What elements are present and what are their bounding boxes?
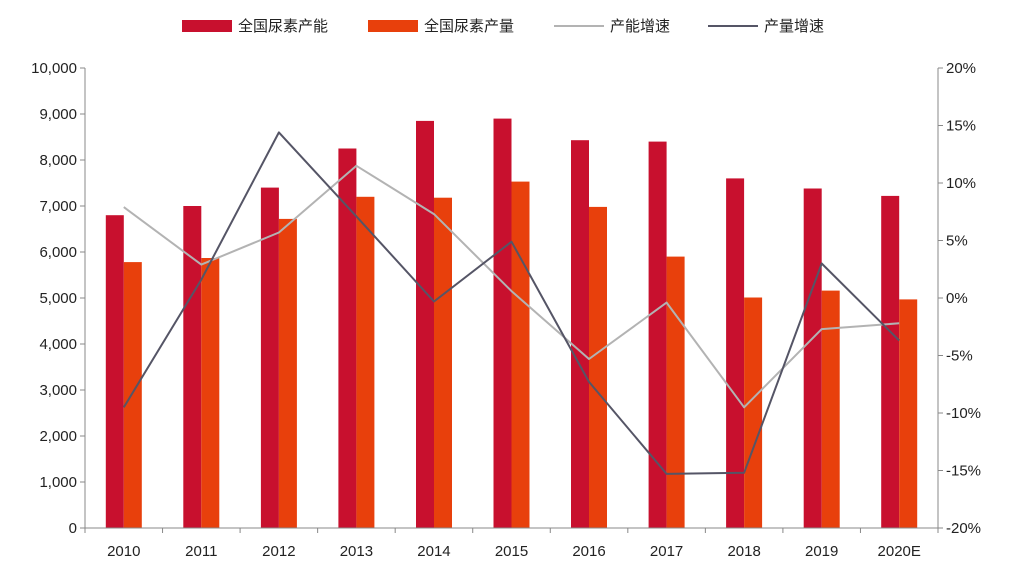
left-tick-label: 1,000 <box>39 474 77 491</box>
right-tick-label: 5% <box>946 233 968 250</box>
bar-output-2016 <box>589 206 607 528</box>
bar-output-2010 <box>123 262 142 528</box>
bar-output-2012 <box>278 218 297 528</box>
x-tick-label: 2017 <box>650 543 683 560</box>
x-tick-label: 2015 <box>495 543 528 560</box>
output-growth-line <box>122 131 900 475</box>
legend-swatch-1 <box>368 20 418 32</box>
bar-capacity-2016 <box>571 140 589 528</box>
bar-capacity-2019 <box>803 188 822 528</box>
x-tick-label: 2013 <box>340 543 373 560</box>
left-tick-label: 6,000 <box>39 244 77 261</box>
x-tick-label: 2010 <box>107 543 140 560</box>
right-tick-label: -10% <box>946 405 981 422</box>
left-tick-label: 5,000 <box>39 290 77 307</box>
right-tick-label: 0% <box>946 290 968 307</box>
bar-capacity-2010 <box>105 215 124 528</box>
left-tick-label: 2,000 <box>39 428 77 445</box>
x-tick-label: 2019 <box>805 543 838 560</box>
x-tick-label: 2014 <box>417 543 450 560</box>
legend-label-1: 全国尿素产量 <box>424 17 514 35</box>
bar-capacity-2012 <box>260 187 279 528</box>
x-tick-label: 2020E <box>878 543 921 560</box>
right-tick-label: -15% <box>946 463 981 480</box>
right-tick-label: -20% <box>946 520 981 537</box>
left-tick-label: 0 <box>69 520 77 537</box>
left-tick-label: 10,000 <box>31 60 77 77</box>
bar-capacity-2017 <box>648 141 667 528</box>
left-tick-label: 3,000 <box>39 382 77 399</box>
bar-capacity-2014 <box>416 120 434 529</box>
bar-output-2019 <box>821 290 840 528</box>
capacity-growth-line <box>123 164 900 409</box>
legend: 全国尿素产能 全国尿素产量 产能增速 产量增速 <box>182 17 824 35</box>
right-tick-label: -5% <box>946 348 973 365</box>
x-tick-label: 2012 <box>262 543 295 560</box>
legend-label-2: 产能增速 <box>610 17 670 35</box>
bar-output-2015 <box>511 181 530 528</box>
legend-label-0: 全国尿素产能 <box>238 17 328 35</box>
x-tick-label: 2018 <box>727 543 760 560</box>
left-tick-label: 4,000 <box>39 336 77 353</box>
left-tick-label: 9,000 <box>39 106 77 123</box>
bar-capacity-2018 <box>726 178 745 528</box>
axes: 0 1,000 2,000 3,000 4,000 5,000 6,000 7,000 8,00… <box>31 60 981 560</box>
right-tick-label: 20% <box>946 60 976 77</box>
right-tick-label: 15% <box>946 118 976 135</box>
x-tick-label: 2016 <box>572 543 605 560</box>
bar-output-2013 <box>356 196 375 529</box>
bar-capacity-2013 <box>338 148 357 528</box>
bar-capacity-2015 <box>493 118 512 528</box>
legend-swatch-0 <box>182 20 232 32</box>
right-tick-label: 10% <box>946 175 976 192</box>
bar-output-2014 <box>434 197 452 528</box>
bar-capacity-2020E <box>881 195 900 528</box>
bar-output-2017 <box>666 256 685 528</box>
bar-output-2018 <box>744 297 763 528</box>
bar-output-2011 <box>201 258 220 528</box>
x-tick-label: 2011 <box>185 543 217 560</box>
left-tick-label: 8,000 <box>39 152 77 169</box>
bar-output-2020E <box>899 299 918 528</box>
legend-label-3: 产量增速 <box>764 17 824 35</box>
left-tick-label: 7,000 <box>39 198 77 215</box>
bars <box>105 118 918 529</box>
lines <box>122 131 900 475</box>
